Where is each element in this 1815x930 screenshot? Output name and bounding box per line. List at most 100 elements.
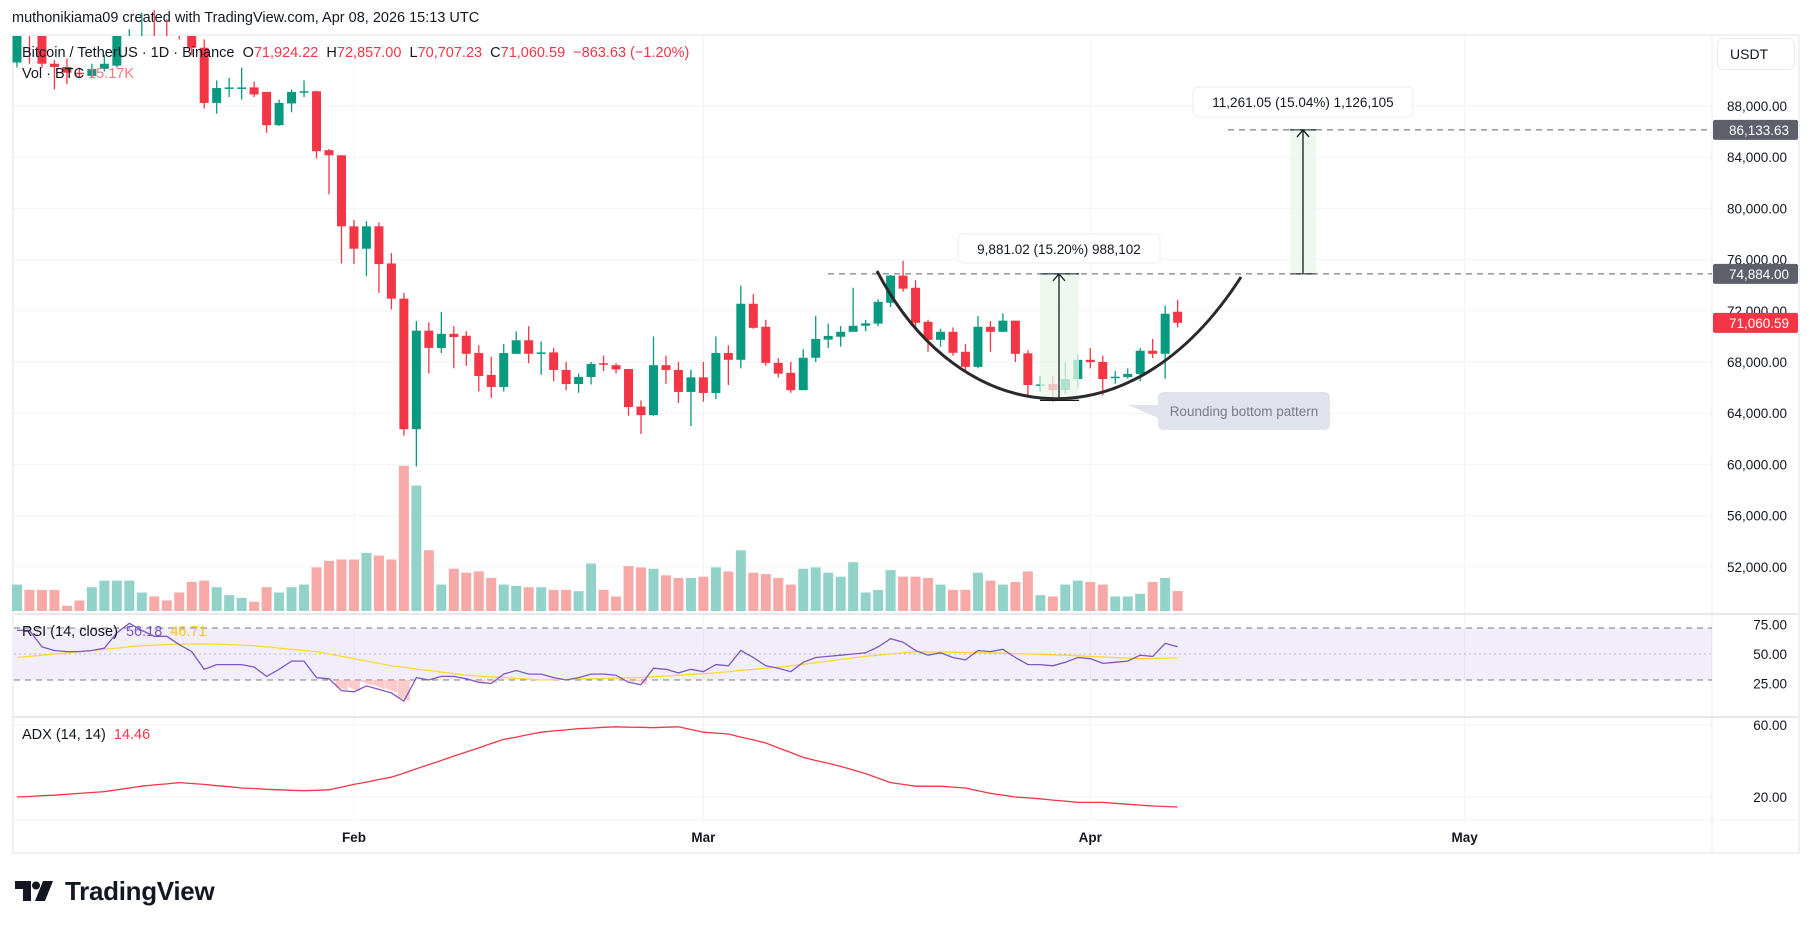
- candle[interactable]: [761, 319, 771, 366]
- candle[interactable]: [836, 326, 846, 347]
- candle[interactable]: [112, 36, 122, 68]
- candle[interactable]: [748, 294, 758, 329]
- candle[interactable]: [823, 323, 833, 348]
- candle[interactable]: [923, 319, 933, 352]
- candle[interactable]: [511, 331, 521, 354]
- candle[interactable]: [549, 347, 559, 382]
- candle[interactable]: [49, 59, 59, 90]
- candle[interactable]: [324, 148, 334, 195]
- candle[interactable]: [673, 362, 683, 403]
- candle[interactable]: [12, 36, 22, 68]
- candle[interactable]: [873, 299, 883, 327]
- candle[interactable]: [99, 54, 109, 72]
- currency-button[interactable]: USDT: [1717, 38, 1795, 70]
- candle[interactable]: [661, 355, 671, 384]
- candle[interactable]: [436, 312, 446, 354]
- candle[interactable]: [786, 362, 796, 393]
- candle[interactable]: [886, 274, 896, 307]
- candle[interactable]: [998, 313, 1008, 332]
- candle[interactable]: [361, 221, 371, 277]
- candle[interactable]: [736, 285, 746, 369]
- candle[interactable]: [287, 89, 297, 113]
- candle[interactable]: [698, 362, 708, 402]
- candle[interactable]: [536, 341, 546, 375]
- candle[interactable]: [249, 81, 259, 98]
- candle[interactable]: [37, 36, 47, 68]
- rsi-pane[interactable]: [14, 622, 1712, 703]
- candle[interactable]: [848, 287, 858, 332]
- candle[interactable]: [336, 155, 346, 264]
- candle[interactable]: [274, 99, 284, 126]
- candle[interactable]: [811, 315, 821, 362]
- candle[interactable]: [1123, 368, 1133, 379]
- candle[interactable]: [199, 39, 209, 109]
- candle[interactable]: [187, 36, 197, 55]
- time-axis[interactable]: Feb Mar Apr May: [342, 830, 1478, 845]
- candle[interactable]: [224, 77, 234, 98]
- candle[interactable]: [62, 58, 72, 85]
- candle[interactable]: [424, 322, 434, 374]
- candle[interactable]: [312, 90, 322, 159]
- candle[interactable]: [399, 292, 409, 436]
- symbol-title[interactable]: Bitcoin / TetherUS · 1D · Binance: [22, 45, 235, 61]
- candle[interactable]: [861, 319, 871, 332]
- candle[interactable]: [911, 280, 921, 330]
- candle[interactable]: [973, 315, 983, 369]
- candle[interactable]: [386, 253, 396, 310]
- adx-title[interactable]: ADX (14, 14): [22, 727, 106, 743]
- candle[interactable]: [1010, 320, 1020, 362]
- candle[interactable]: [985, 321, 995, 352]
- rounding-bottom-arc[interactable]: [875, 270, 1243, 400]
- candle[interactable]: [1110, 370, 1120, 384]
- candle[interactable]: [74, 67, 84, 78]
- candle[interactable]: [411, 321, 421, 467]
- candle[interactable]: [599, 355, 609, 371]
- rsi-line[interactable]: [17, 622, 1178, 703]
- adx-pane[interactable]: [16, 726, 1178, 808]
- candle[interactable]: [723, 345, 733, 386]
- candle[interactable]: [586, 362, 596, 385]
- rounding-bottom-callout[interactable]: Rounding bottom pattern: [1128, 392, 1330, 430]
- candle[interactable]: [574, 373, 584, 393]
- candle[interactable]: [624, 369, 634, 416]
- candle[interactable]: [461, 331, 471, 366]
- candle[interactable]: [1148, 338, 1158, 359]
- candle[interactable]: [237, 67, 247, 100]
- candle[interactable]: [561, 362, 571, 391]
- adx-line[interactable]: [16, 726, 1178, 808]
- candle[interactable]: [486, 356, 496, 398]
- candle[interactable]: [474, 345, 484, 392]
- candle[interactable]: [299, 80, 309, 98]
- volume-title[interactable]: Vol · BTC: [22, 66, 85, 82]
- candle[interactable]: [1085, 347, 1095, 369]
- candle[interactable]: [524, 326, 534, 364]
- candle[interactable]: [87, 63, 97, 78]
- candle[interactable]: [936, 328, 946, 347]
- candle[interactable]: [773, 358, 783, 378]
- candle[interactable]: [1023, 350, 1033, 397]
- candle[interactable]: [374, 222, 384, 293]
- candle[interactable]: [948, 327, 958, 356]
- candle[interactable]: [499, 344, 509, 392]
- candle[interactable]: [1160, 305, 1170, 379]
- candle[interactable]: [686, 369, 696, 426]
- tradingview-logo[interactable]: TradingView: [15, 876, 215, 907]
- candle[interactable]: [611, 363, 621, 374]
- candle[interactable]: [449, 326, 459, 369]
- candle[interactable]: [898, 260, 908, 292]
- candle[interactable]: [1173, 299, 1183, 328]
- candle[interactable]: [711, 336, 721, 400]
- price-axis[interactable]: 88,000.0084,000.0080,000.0076,000.0072,0…: [1713, 99, 1798, 805]
- candle[interactable]: [1098, 355, 1108, 396]
- candle[interactable]: [798, 349, 808, 391]
- drawings[interactable]: 9,881.02 (15.20%) 988,102 11,261.05 (15.…: [828, 86, 1712, 430]
- rsi-ma-line[interactable]: [16, 643, 1178, 681]
- candle[interactable]: [349, 219, 359, 265]
- candle[interactable]: [212, 80, 222, 114]
- candle[interactable]: [262, 91, 272, 133]
- rsi-title[interactable]: RSI (14, close): [22, 624, 118, 640]
- candle[interactable]: [648, 336, 658, 416]
- candle[interactable]: [960, 344, 970, 371]
- candle[interactable]: [636, 400, 646, 435]
